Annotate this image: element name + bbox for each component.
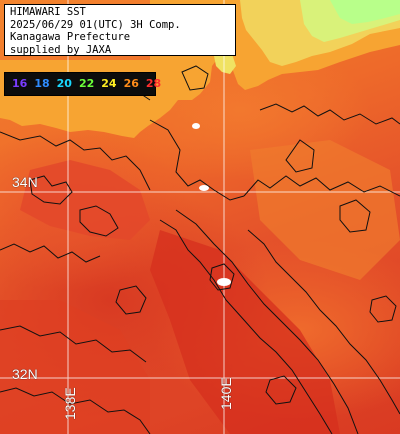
legend-label-16: 16 [12,77,28,90]
legend-label-22: 22 [78,77,95,90]
info-panel: HIMAWARI SST 2025/06/29 01(UTC) 3H Comp.… [4,4,236,56]
sst-contours [0,65,400,434]
legend-label-18: 18 [34,77,50,90]
legend-label-20: 20 [56,77,72,90]
info-datetime: 2025/06/29 01(UTC) 3H Comp. [10,18,181,31]
legend-label-24: 24 [101,77,117,90]
longitude-label-140e: 140E [218,377,234,410]
info-title: HIMAWARI SST [10,6,86,18]
legend-label-26: 26 [123,77,139,90]
longitude-label-138e: 138E [62,387,78,420]
temperature-legend: 16 18 20 22 24 26 28 [4,72,161,96]
info-source: supplied by JAXA [10,43,112,56]
latitude-label-32n: 32N [12,366,38,382]
info-region: Kanagawa Prefecture [10,31,131,43]
legend-label-28: 28 [145,77,162,90]
sea-temperature-patches [0,140,400,434]
latitude-label-34n: 34N [12,174,38,190]
no-data-spots [192,123,231,286]
